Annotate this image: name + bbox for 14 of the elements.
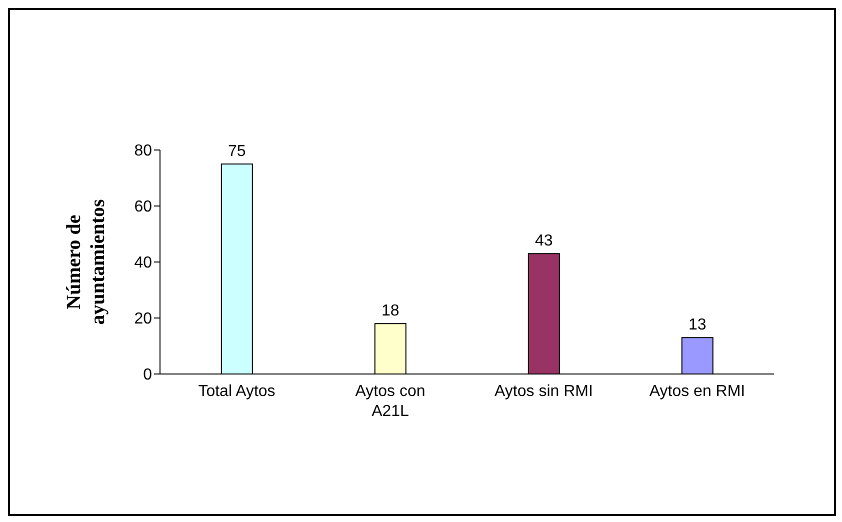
x-tick-label: Aytos en RMI <box>649 383 746 400</box>
y-tick-label: 80 <box>134 142 152 160</box>
x-tick-label: Aytos con A21L <box>355 383 426 420</box>
x-tick-label: Aytos sin RMI <box>494 383 593 400</box>
y-tick-label: 0 <box>143 366 152 384</box>
data-label: 43 <box>535 232 553 250</box>
data-label: 13 <box>688 316 706 334</box>
y-tick-label: 60 <box>134 198 152 216</box>
data-label: 75 <box>228 143 246 160</box>
y-tick-label: 40 <box>134 254 152 272</box>
y-axis-title: Número de ayuntamientos <box>63 199 109 325</box>
y-tick-label: 20 <box>134 310 152 328</box>
x-tick-label: Total Aytos <box>198 383 276 400</box>
data-label: 18 <box>382 302 400 320</box>
